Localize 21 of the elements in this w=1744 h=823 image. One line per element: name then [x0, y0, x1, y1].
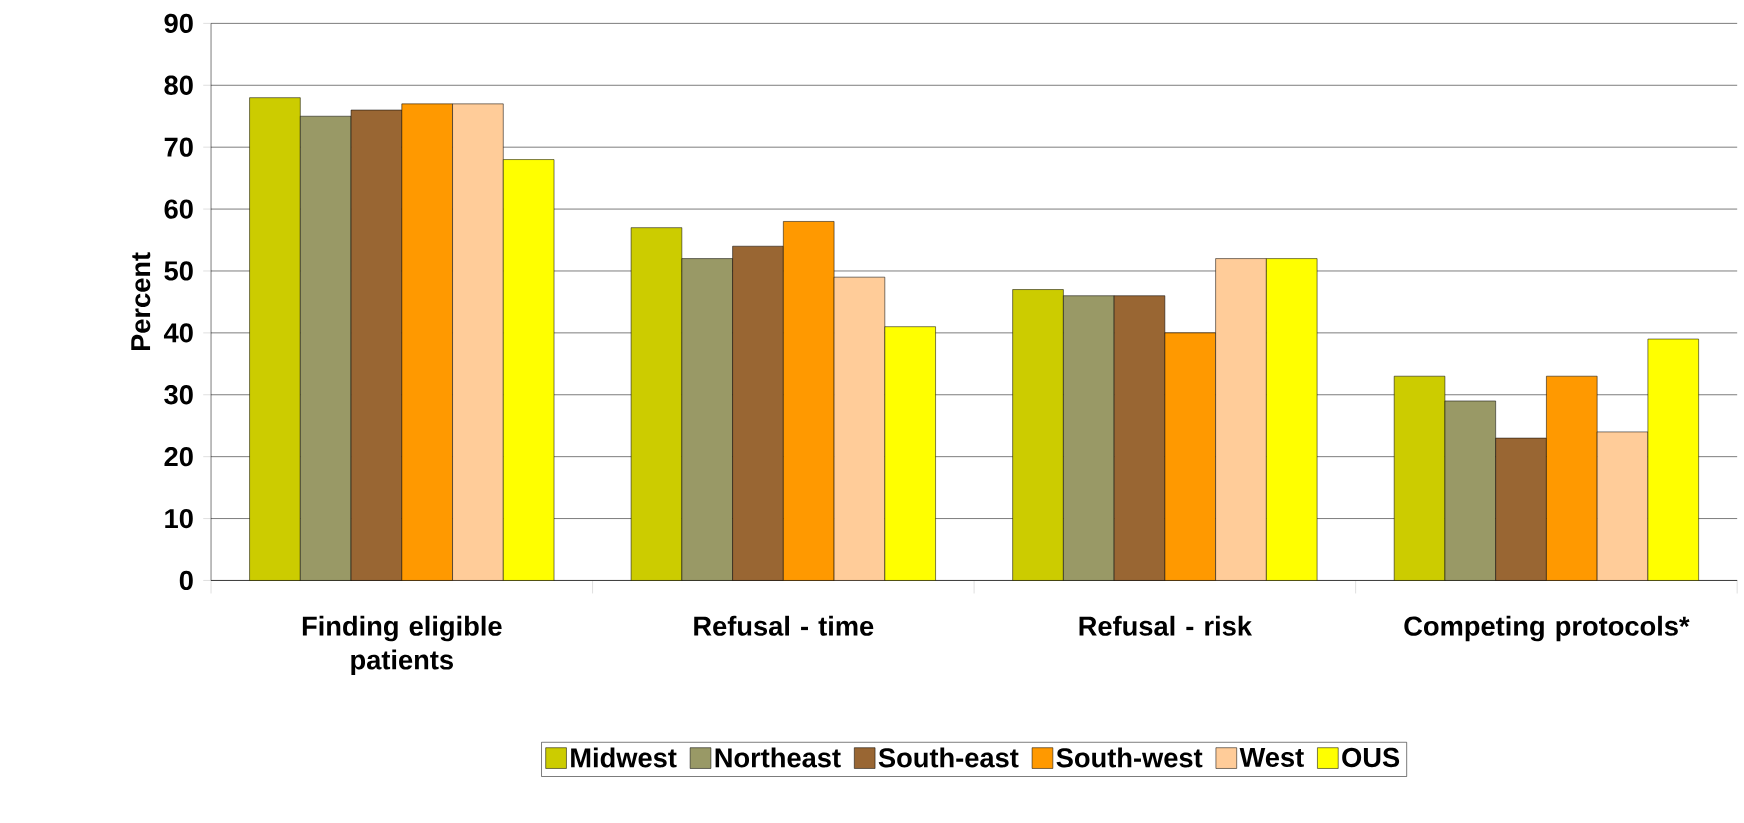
legend-label: West [1239, 747, 1304, 768]
x-tick-label: Finding eligible patients [302, 615, 502, 675]
y-tick-label: 80 [164, 75, 193, 95]
y-tick-label: 90 [164, 13, 193, 34]
y-tick-label: 30 [164, 385, 193, 405]
y-tick-label: 70 [164, 137, 193, 157]
legend-label: South-west [1056, 747, 1203, 768]
y-tick-label: 0 [179, 570, 193, 591]
x-tick-label: Competing protocols* [1404, 615, 1690, 642]
y-tick-label: 60 [164, 199, 193, 219]
legend-label: Midwest [571, 747, 677, 768]
y-tick-label: 40 [163, 323, 193, 343]
x-tick-label: Refusal - time [694, 615, 874, 636]
y-tick-label: 20 [164, 447, 193, 467]
legend-label: South-east [878, 747, 1019, 768]
y-axis-title: Percent [131, 252, 151, 351]
y-tick-label: 10 [165, 508, 193, 529]
x-tick-label: Refusal - risk [1079, 615, 1253, 636]
legend-label: OUS [1342, 747, 1400, 768]
y-tick-label: 50 [164, 261, 193, 281]
legend-label: Northeast [715, 747, 841, 768]
